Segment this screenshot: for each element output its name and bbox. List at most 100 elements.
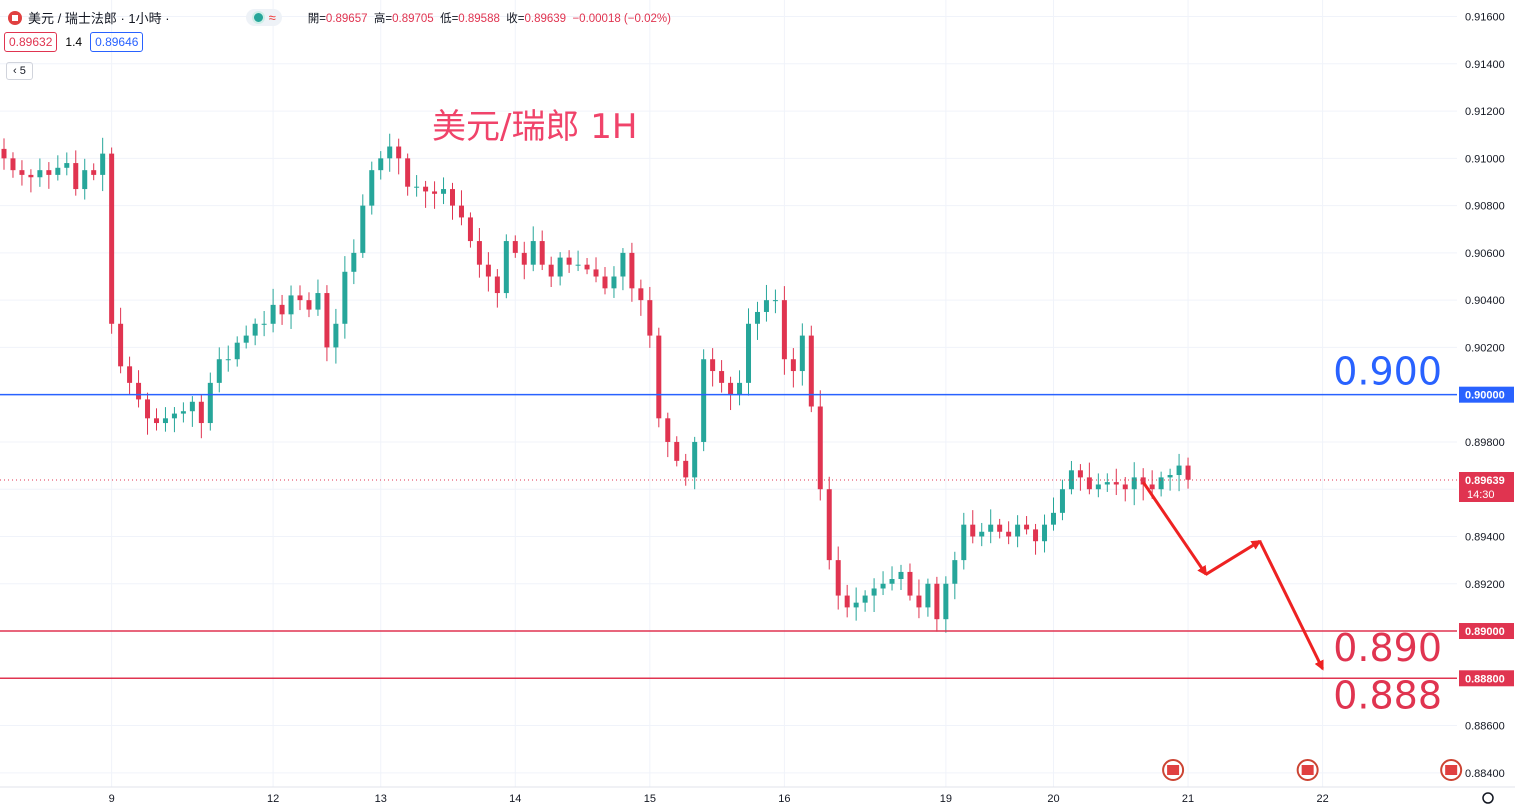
candle[interactable] [970,510,976,544]
candle[interactable] [494,269,500,308]
candle[interactable] [82,158,88,200]
candle[interactable] [611,266,617,298]
candle[interactable] [925,578,931,617]
candle[interactable] [432,181,438,209]
candle[interactable] [387,133,393,172]
candle[interactable] [737,370,743,406]
candle[interactable] [414,175,420,197]
candle[interactable] [467,212,473,248]
candle[interactable] [871,578,877,612]
candle[interactable] [396,138,402,175]
candle[interactable] [862,590,868,612]
candle[interactable] [1095,473,1101,498]
candle[interactable] [692,436,698,490]
candle[interactable] [1033,523,1039,555]
candle[interactable] [351,239,357,285]
candle[interactable] [46,162,52,189]
candle[interactable] [19,160,25,186]
candle[interactable] [674,436,680,467]
candle[interactable] [252,318,258,346]
candle[interactable] [1104,473,1110,492]
candle[interactable] [512,235,518,258]
candle[interactable] [28,169,34,193]
candle[interactable] [566,250,572,273]
candle[interactable] [880,571,886,596]
candle[interactable] [530,226,536,272]
candle[interactable] [952,551,958,600]
candle[interactable] [1131,462,1137,506]
buy-price-button[interactable]: 0.89646 [90,32,144,52]
candle[interactable] [189,396,195,427]
candle[interactable] [279,294,285,325]
candle[interactable] [647,286,653,348]
candle[interactable] [790,348,796,388]
candle[interactable] [162,407,168,432]
candle[interactable] [127,356,133,395]
candle[interactable] [234,336,240,367]
candle[interactable] [476,227,482,278]
candle[interactable] [754,301,760,340]
indicators-toggle[interactable]: ‹ 5 [6,62,33,80]
candle[interactable] [297,285,303,311]
sell-price-button[interactable]: 0.89632 [4,32,58,52]
candle[interactable] [701,349,707,452]
candle[interactable] [136,370,142,408]
candle[interactable] [198,394,204,439]
candle[interactable] [1077,464,1083,491]
candle[interactable] [602,267,608,295]
candle[interactable] [1,138,7,170]
candle[interactable] [853,587,859,621]
candle[interactable] [746,308,752,396]
candle[interactable] [1176,453,1182,492]
candle[interactable] [503,234,509,299]
candle[interactable] [584,258,590,275]
candle[interactable] [1006,521,1012,545]
candle[interactable] [835,546,841,610]
candle[interactable] [638,279,644,316]
candle[interactable] [683,453,689,486]
candle[interactable] [369,161,375,215]
candle[interactable] [55,155,61,181]
candle[interactable] [100,137,106,192]
candle[interactable] [719,360,725,393]
candle[interactable] [808,325,814,413]
candle[interactable] [73,150,79,196]
candle[interactable] [1122,477,1128,502]
candle[interactable] [1158,471,1164,497]
candle[interactable] [485,252,491,292]
event-flag-icon[interactable] [1296,759,1319,781]
candle[interactable] [934,576,940,632]
candle[interactable] [575,250,581,272]
symbol-title[interactable]: 美元 / 瑞士法郎 · 1小時 · [28,11,170,26]
candle[interactable] [889,566,895,591]
candle[interactable] [988,509,994,544]
candle[interactable] [1185,457,1191,489]
event-flag-icon[interactable] [1162,759,1185,781]
candle[interactable] [826,476,832,570]
candle[interactable] [907,563,913,601]
candle[interactable] [153,408,159,431]
candle[interactable] [656,327,662,428]
candle[interactable] [1068,460,1074,495]
candle[interactable] [629,242,635,302]
candle[interactable] [306,292,312,318]
candle[interactable] [1042,514,1048,553]
candle[interactable] [521,241,527,280]
candle[interactable] [207,372,213,431]
candle[interactable] [324,285,330,362]
candle[interactable] [539,230,545,271]
candle[interactable] [315,279,321,316]
candle[interactable] [593,257,599,283]
candle[interactable] [728,376,734,411]
candle[interactable] [997,518,1003,539]
status-pill[interactable]: ≈ [245,9,282,26]
candle[interactable] [270,288,276,333]
candle[interactable] [225,345,231,372]
candle[interactable] [450,182,455,220]
candle[interactable] [37,158,43,187]
candle[interactable] [441,177,447,205]
candle[interactable] [844,584,850,618]
candle[interactable] [1050,497,1056,531]
candle[interactable] [620,248,626,291]
candle[interactable] [799,323,805,386]
